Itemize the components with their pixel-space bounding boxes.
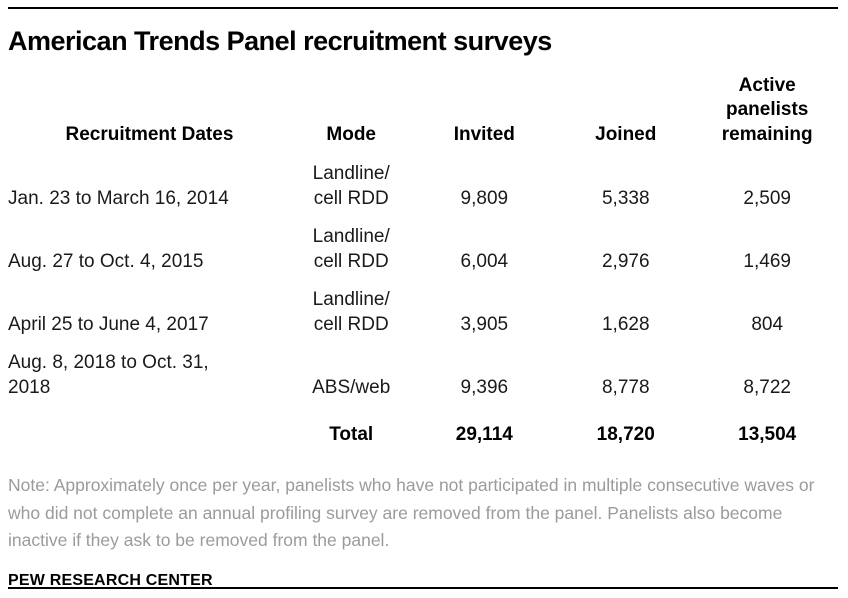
column-header-recruitment-dates: Recruitment Dates xyxy=(65,123,234,145)
cell-dates: April 25 to June 4, 2017 xyxy=(8,313,209,335)
source-branding: PEW RESEARCH CENTER xyxy=(8,572,213,590)
table-header-row: Recruitment Dates Mode Invited Joined Ac… xyxy=(8,61,840,153)
cell-dates: Aug. 8, 2018 to Oct. 31, 2018 xyxy=(8,352,209,398)
cell-joined: 8,778 xyxy=(601,376,650,398)
cell-invited: 9,809 xyxy=(460,187,509,209)
table-row: Aug. 27 to Oct. 4, 2015 Landline/ cell R… xyxy=(8,216,840,279)
cell-mode: Landline/ cell RDD xyxy=(312,226,390,272)
column-header-joined: Joined xyxy=(595,123,657,145)
column-header-mode: Mode xyxy=(326,123,376,145)
recruitment-table: Recruitment Dates Mode Invited Joined Ac… xyxy=(8,61,840,449)
cell-dates: Jan. 23 to March 16, 2014 xyxy=(8,187,229,209)
cell-remaining: 804 xyxy=(751,313,784,335)
cell-mode: ABS/web xyxy=(312,376,391,398)
bottom-rule xyxy=(8,587,838,589)
cell-remaining: 8,722 xyxy=(743,376,791,398)
cell-remaining: 2,509 xyxy=(743,187,791,209)
cell-total-invited: 29,114 xyxy=(455,423,513,445)
table-row: Jan. 23 to March 16, 2014 Landline/ cell… xyxy=(8,153,840,216)
cell-joined: 2,976 xyxy=(601,250,650,272)
cell-joined: 1,628 xyxy=(601,313,650,335)
cell-mode: Landline/ cell RDD xyxy=(312,163,390,209)
cell-empty xyxy=(8,405,291,449)
table-total-row: Total 29,114 18,720 13,504 xyxy=(8,405,840,449)
cell-invited: 9,396 xyxy=(460,376,509,398)
cell-total-joined: 18,720 xyxy=(596,423,655,445)
cell-remaining: 1,469 xyxy=(743,250,791,272)
table-row: Aug. 8, 2018 to Oct. 31, 2018 ABS/web 9,… xyxy=(8,342,840,405)
cell-mode: Landline/ cell RDD xyxy=(312,289,390,335)
top-rule xyxy=(8,7,838,9)
footnote: Note: Approximately once per year, panel… xyxy=(8,475,815,551)
table-row: April 25 to June 4, 2017 Landline/ cell … xyxy=(8,279,840,342)
cell-joined: 5,338 xyxy=(601,187,650,209)
cell-invited: 3,905 xyxy=(460,313,509,335)
cell-total-remaining: 13,504 xyxy=(738,423,797,445)
cell-dates: Aug. 27 to Oct. 4, 2015 xyxy=(8,250,204,272)
cell-total-label: Total xyxy=(329,423,374,445)
column-header-active-panelists-remaining: Active panelists remaining xyxy=(721,75,813,145)
column-header-invited: Invited xyxy=(453,123,515,145)
page-title: American Trends Panel recruitment survey… xyxy=(8,26,552,56)
cell-invited: 6,004 xyxy=(460,250,509,272)
